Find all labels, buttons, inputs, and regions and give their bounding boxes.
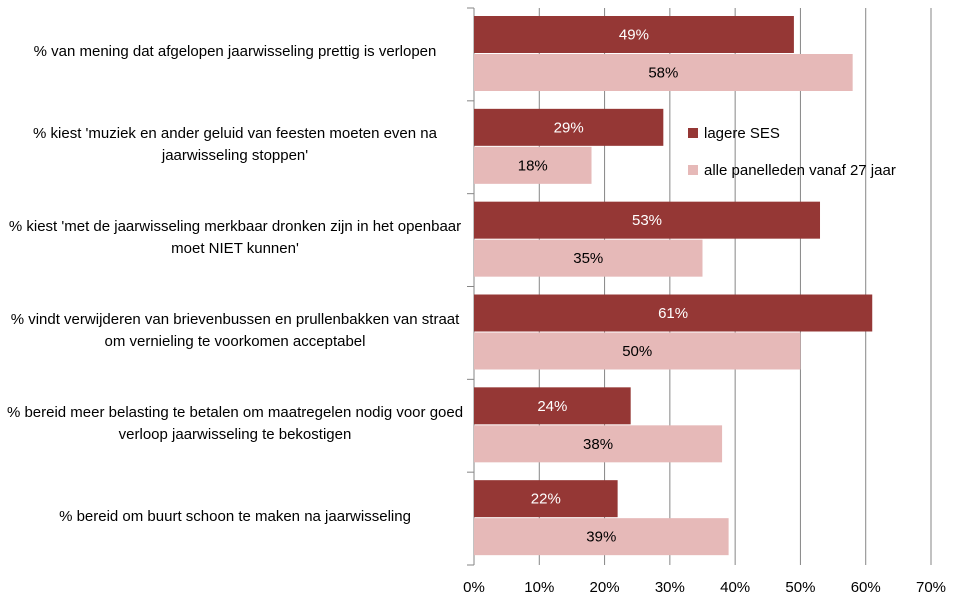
category-label: % van mening dat afgelopen jaarwisseling… — [33, 43, 437, 61]
legend-label: alle panelleden vanaf 27 jaar — [704, 162, 896, 179]
legend-label: lagere SES — [704, 125, 780, 142]
data-label: 35% — [573, 250, 603, 267]
legend-swatch — [688, 128, 698, 138]
legend-swatch — [688, 165, 698, 175]
data-label: 53% — [632, 212, 662, 229]
data-label: 58% — [648, 64, 678, 81]
bar — [474, 54, 853, 91]
bar — [474, 480, 618, 518]
category-label: % vindt verwijderen van brievenbussen en… — [10, 310, 460, 350]
category-label: % kiest 'muziek en ander geluid van fees… — [33, 125, 437, 165]
category-label: % kiest 'met de jaarwisseling merkbaar d… — [8, 218, 462, 258]
data-label: 61% — [658, 305, 688, 322]
data-label: 18% — [518, 157, 548, 174]
bar — [474, 201, 821, 239]
bar — [474, 239, 703, 277]
bar — [474, 425, 723, 463]
data-label: 29% — [554, 119, 584, 136]
bar — [474, 518, 729, 556]
x-tick-label: 40% — [720, 579, 750, 596]
bar — [474, 108, 664, 146]
bar — [474, 16, 794, 53]
bar — [474, 146, 592, 184]
x-tick-label: 60% — [851, 579, 881, 596]
data-label: 24% — [537, 398, 567, 415]
category-label: % bereid meer belasting te betalen om ma… — [6, 403, 464, 443]
x-tick-label: 0% — [463, 579, 485, 596]
data-label: 50% — [622, 343, 652, 360]
data-label: 49% — [619, 26, 649, 43]
category-label: % bereid om buurt schoon te maken na jaa… — [59, 507, 411, 525]
data-label: 38% — [583, 436, 613, 453]
bar — [474, 294, 873, 332]
bar — [474, 332, 801, 370]
x-tick-label: 70% — [916, 579, 946, 596]
bar — [474, 387, 631, 425]
x-tick-label: 20% — [590, 579, 620, 596]
x-tick-label: 50% — [785, 579, 815, 596]
data-label: 22% — [531, 491, 561, 508]
x-tick-label: 30% — [655, 579, 685, 596]
data-label: 39% — [586, 529, 616, 546]
x-tick-label: 10% — [524, 579, 554, 596]
